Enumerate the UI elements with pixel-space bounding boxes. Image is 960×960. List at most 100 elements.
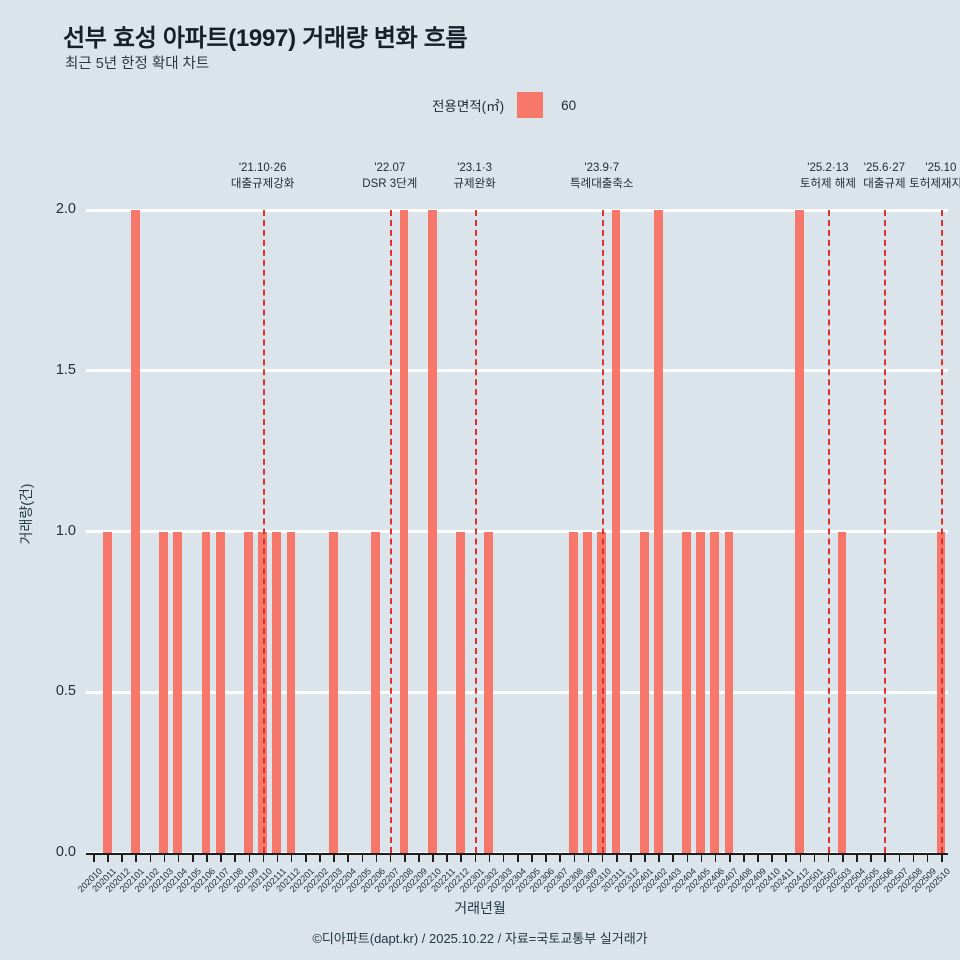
bar[interactable] xyxy=(484,531,494,853)
grid-line xyxy=(86,530,948,533)
x-axis-tick xyxy=(234,853,236,862)
bar[interactable] xyxy=(639,531,649,853)
annotation-event: 규제완화 xyxy=(453,178,496,190)
x-axis-tick xyxy=(375,853,378,862)
x-axis-tick xyxy=(163,853,166,862)
x-axis-tick xyxy=(107,853,109,862)
bar[interactable] xyxy=(399,210,409,853)
x-axis-tick xyxy=(898,853,901,862)
bar[interactable] xyxy=(328,531,338,853)
annotation-event: 대출규제강화 xyxy=(230,178,295,190)
annotation-label: '23.1·3 규제완화 xyxy=(405,160,545,192)
bar[interactable] xyxy=(131,210,140,853)
x-axis-tick xyxy=(432,853,434,862)
bar[interactable] xyxy=(456,531,465,853)
x-axis-tick xyxy=(347,853,350,862)
annotation-label: '25.2·13 토허제 해제 xyxy=(758,160,898,192)
x-axis-tick xyxy=(220,853,222,862)
y-axis-title-wrap: 거래량(건) xyxy=(14,460,36,580)
annotation-line xyxy=(474,210,477,853)
x-axis-tick xyxy=(389,853,392,862)
x-axis-tick xyxy=(474,853,477,862)
y-axis-tick-label: 0.0 xyxy=(55,844,76,860)
annotation-date: '21.10·26 xyxy=(238,162,287,174)
grid-line xyxy=(86,690,948,694)
bar[interactable] xyxy=(286,531,296,853)
bar[interactable] xyxy=(371,531,381,853)
bar[interactable] xyxy=(795,210,804,853)
x-axis-tick xyxy=(418,853,420,862)
x-axis-tick xyxy=(333,853,335,862)
bar[interactable] xyxy=(710,531,720,853)
annotation-label: '23.9·7 특례대출축소 xyxy=(532,160,672,192)
annotation-line xyxy=(262,210,265,853)
x-axis-tick xyxy=(714,853,717,862)
x-axis-title: 거래년월 xyxy=(454,900,506,916)
footer-note: ©디아파트(dapt.kr) / 2025.10.22 / 자료=국토교통부 실… xyxy=(312,931,648,946)
bar[interactable] xyxy=(159,531,169,853)
bar[interactable] xyxy=(724,531,734,853)
x-axis-tick xyxy=(686,853,689,862)
x-axis-tick xyxy=(856,853,858,862)
bar[interactable] xyxy=(244,531,253,853)
x-axis-tick xyxy=(573,853,576,862)
x-axis-tick xyxy=(290,853,293,862)
x-axis-tick xyxy=(601,853,604,862)
annotation-label: '22.07 DSR 3단계 xyxy=(320,160,460,192)
x-axis-tick xyxy=(177,853,180,862)
x-axis-tick xyxy=(149,853,152,862)
x-axis-tick xyxy=(926,853,929,862)
annotation-event: 토허제재지정 xyxy=(909,178,960,190)
bar[interactable] xyxy=(611,210,621,853)
grid-line xyxy=(86,369,948,373)
annotation-date: '23.9·7 xyxy=(584,162,620,174)
grid-line xyxy=(86,208,948,212)
bar[interactable] xyxy=(696,531,706,853)
x-axis-tick xyxy=(545,853,547,862)
x-axis-tick xyxy=(93,853,95,862)
bar[interactable] xyxy=(427,210,437,853)
x-axis-tick xyxy=(206,853,208,862)
annotation-date: '22.07 xyxy=(374,162,406,174)
x-axis-tick xyxy=(743,853,745,862)
annotation-event: 특례대출축소 xyxy=(570,178,634,190)
x-axis-tick xyxy=(191,853,194,862)
bar[interactable] xyxy=(837,531,847,853)
y-axis-tick-label: 0.5 xyxy=(55,683,76,700)
bar[interactable] xyxy=(102,531,112,853)
annotation-label: '25.10 토허제재지정 xyxy=(871,160,960,192)
annotation-line xyxy=(940,210,943,853)
x-axis-tick xyxy=(700,853,703,862)
annotation-line xyxy=(601,210,604,853)
x-axis-tick xyxy=(644,853,646,862)
bar[interactable] xyxy=(173,531,183,853)
annotation-event: 대출규제 xyxy=(863,178,906,190)
bar[interactable] xyxy=(583,531,593,853)
x-axis-tick xyxy=(813,853,816,862)
bar[interactable] xyxy=(569,531,578,853)
annotation-date: '23.1·3 xyxy=(457,162,492,174)
x-axis-tick xyxy=(135,853,138,862)
y-axis-tick-label: 1.0 xyxy=(55,522,76,539)
annotation-label: '21.10·26 대출규제강화 xyxy=(193,160,333,192)
x-axis-tick xyxy=(248,853,251,862)
x-axis-tick xyxy=(630,853,632,862)
annotation-line xyxy=(884,210,887,853)
bar[interactable] xyxy=(682,531,691,853)
annotation-date: '25.6·27 xyxy=(863,162,905,174)
bar[interactable] xyxy=(653,210,663,853)
x-axis-tick xyxy=(842,853,844,862)
x-axis-tick xyxy=(771,853,773,862)
annotation-label: '25.6·27 대출규제 xyxy=(814,160,954,192)
legend-title: 전용면적(㎡) xyxy=(432,99,505,114)
x-axis-tick xyxy=(305,853,307,862)
bar[interactable] xyxy=(215,531,225,853)
x-axis-tick xyxy=(502,853,505,862)
legend-series-label: 60 xyxy=(561,97,577,113)
bar[interactable] xyxy=(597,531,607,853)
bar[interactable] xyxy=(201,531,211,853)
plot-area: 0.0 0.5 1.0 1.5 2.0 xyxy=(56,201,948,860)
x-axis-tick xyxy=(488,853,491,862)
bar[interactable] xyxy=(272,531,282,853)
legend-color-swatch xyxy=(517,92,544,118)
